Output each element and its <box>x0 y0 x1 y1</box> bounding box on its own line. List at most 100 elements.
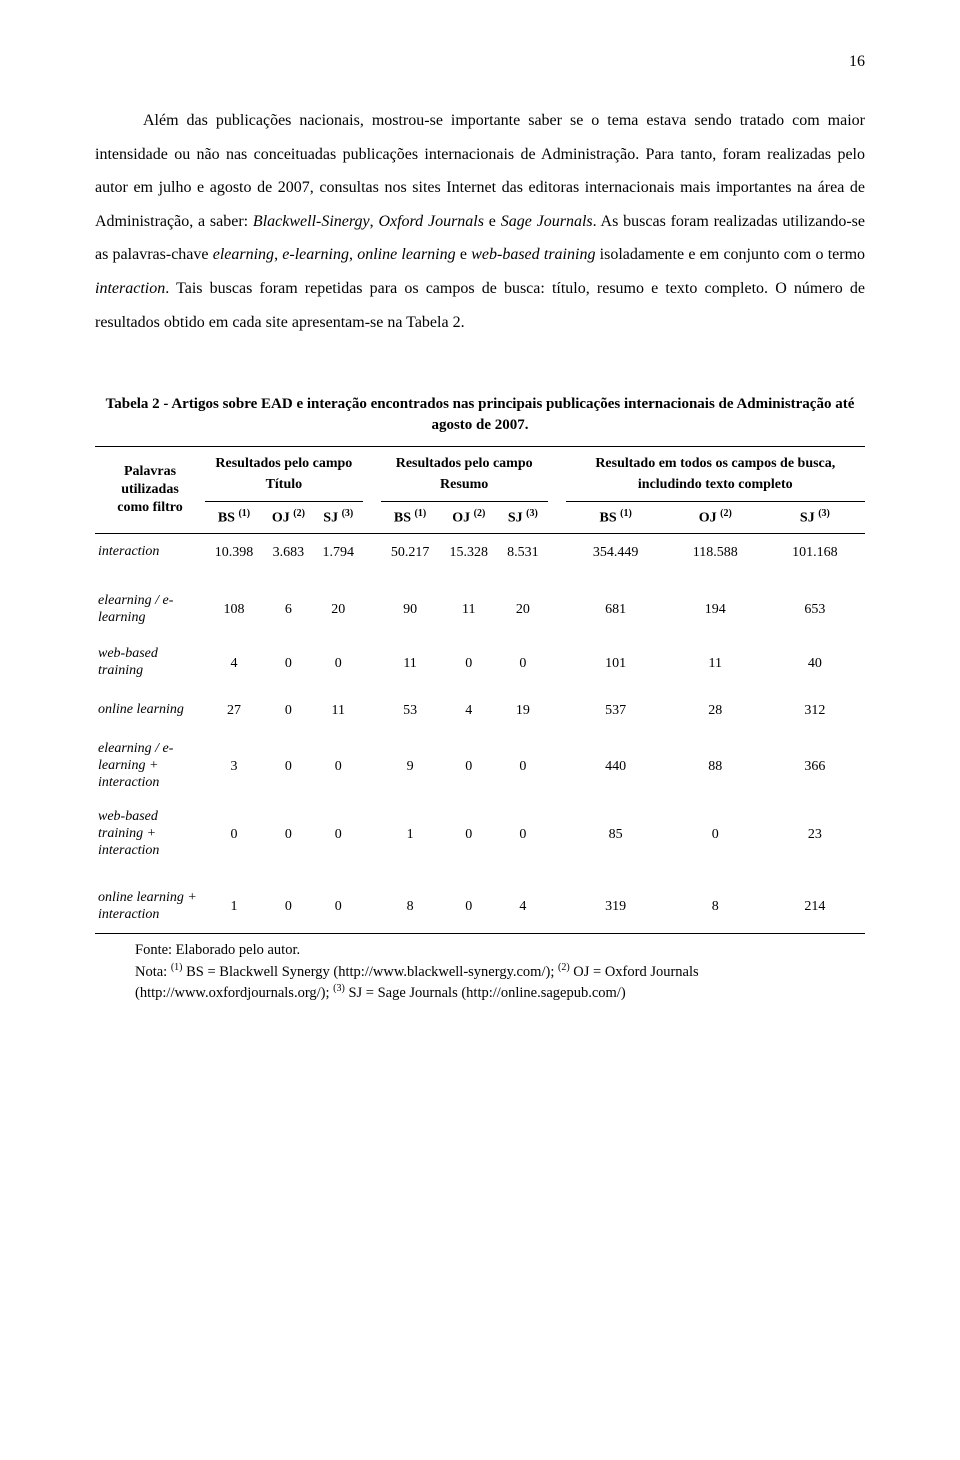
data-cell: 108 <box>205 583 263 637</box>
notes-source: Fonte: Elaborado pelo autor. <box>135 940 865 960</box>
table-caption: Tabela 2 - Artigos sobre EAD e interação… <box>95 394 865 436</box>
data-cell: 0 <box>439 801 498 867</box>
data-cell: 0 <box>666 801 765 867</box>
data-cell: 319 <box>566 880 666 934</box>
column-gap <box>548 731 566 801</box>
data-cell: 0 <box>314 731 363 801</box>
results-table: Palavras utilizadas como filtro Resultad… <box>95 446 865 934</box>
data-cell: 3.683 <box>263 533 314 571</box>
data-cell: 8 <box>381 880 440 934</box>
data-cell: 653 <box>765 583 865 637</box>
notes-legend: Nota: (1) BS = Blackwell Synergy (http:/… <box>135 961 865 1003</box>
data-cell: 11 <box>666 636 765 690</box>
page-number: 16 <box>95 50 865 74</box>
data-cell: 53 <box>381 690 440 731</box>
data-cell: 0 <box>263 690 314 731</box>
data-cell: 681 <box>566 583 666 637</box>
data-cell: 312 <box>765 690 865 731</box>
column-gap <box>363 801 381 867</box>
data-cell: 20 <box>498 583 547 637</box>
data-cell: 0 <box>439 731 498 801</box>
data-cell: 1.794 <box>314 533 363 571</box>
row-label: online learning + interaction <box>95 880 205 934</box>
col-sj: SJ (3) <box>314 502 363 534</box>
row-label: interaction <box>95 533 205 571</box>
table-body: interaction10.3983.6831.79450.21715.3288… <box>95 533 865 934</box>
column-gap <box>548 583 566 637</box>
column-gap <box>548 636 566 690</box>
data-cell: 366 <box>765 731 865 801</box>
data-cell: 11 <box>381 636 440 690</box>
data-cell: 6 <box>263 583 314 637</box>
data-cell: 27 <box>205 690 263 731</box>
data-cell: 3 <box>205 731 263 801</box>
col-bs: BS (1) <box>381 502 440 534</box>
data-cell: 8 <box>666 880 765 934</box>
column-gap <box>363 880 381 934</box>
col-bs: BS (1) <box>566 502 666 534</box>
column-gap <box>363 690 381 731</box>
row-label: web-based training + interaction <box>95 801 205 867</box>
data-cell: 118.588 <box>666 533 765 571</box>
data-cell: 85 <box>566 801 666 867</box>
data-cell: 0 <box>263 731 314 801</box>
column-gap <box>363 447 381 534</box>
data-cell: 0 <box>263 801 314 867</box>
data-cell: 0 <box>314 801 363 867</box>
data-cell: 0 <box>498 731 547 801</box>
data-cell: 0 <box>263 880 314 934</box>
body-paragraph-1: Além das publicações nacionais, mostrou-… <box>95 104 865 339</box>
column-gap <box>363 583 381 637</box>
column-gap <box>363 731 381 801</box>
data-cell: 20 <box>314 583 363 637</box>
table-row: elearning / e-learning108620901120681194… <box>95 583 865 637</box>
col-sj: SJ (3) <box>498 502 547 534</box>
column-gap <box>363 533 381 571</box>
data-cell: 440 <box>566 731 666 801</box>
col-oj: OJ (2) <box>666 502 765 534</box>
table-row: elearning / e-learning + interaction3009… <box>95 731 865 801</box>
column-gap <box>548 447 566 534</box>
table-row: online learning270115341953728312 <box>95 690 865 731</box>
column-gap <box>548 533 566 571</box>
data-cell: 9 <box>381 731 440 801</box>
col-bs: BS (1) <box>205 502 263 534</box>
row-label: web-based training <box>95 636 205 690</box>
col-group-abstract: Resultados pelo campo Resumo <box>381 447 548 502</box>
data-cell: 4 <box>439 690 498 731</box>
data-cell: 88 <box>666 731 765 801</box>
data-cell: 537 <box>566 690 666 731</box>
data-cell: 4 <box>498 880 547 934</box>
data-cell: 101 <box>566 636 666 690</box>
data-cell: 8.531 <box>498 533 547 571</box>
table-row-gap <box>95 868 865 880</box>
data-cell: 1 <box>205 880 263 934</box>
data-cell: 0 <box>439 636 498 690</box>
table-row: web-based training40011001011140 <box>95 636 865 690</box>
row-label: elearning / e-learning <box>95 583 205 637</box>
row-label: elearning / e-learning + interaction <box>95 731 205 801</box>
column-gap <box>548 690 566 731</box>
data-cell: 354.449 <box>566 533 666 571</box>
table-row-gap <box>95 571 865 583</box>
col-oj: OJ (2) <box>263 502 314 534</box>
data-cell: 0 <box>205 801 263 867</box>
data-cell: 4 <box>205 636 263 690</box>
row-label: online learning <box>95 690 205 731</box>
column-gap <box>548 801 566 867</box>
data-cell: 1 <box>381 801 440 867</box>
data-cell: 0 <box>498 636 547 690</box>
data-cell: 214 <box>765 880 865 934</box>
data-cell: 0 <box>314 636 363 690</box>
data-cell: 10.398 <box>205 533 263 571</box>
table-row: online learning + interaction10080431982… <box>95 880 865 934</box>
data-cell: 11 <box>439 583 498 637</box>
data-cell: 194 <box>666 583 765 637</box>
table-notes: Fonte: Elaborado pelo autor. Nota: (1) B… <box>95 940 865 1003</box>
data-cell: 0 <box>263 636 314 690</box>
col-group-fulltext: Resultado em todos os campos de busca, i… <box>566 447 865 502</box>
table-row: interaction10.3983.6831.79450.21715.3288… <box>95 533 865 571</box>
data-cell: 90 <box>381 583 440 637</box>
data-cell: 11 <box>314 690 363 731</box>
column-gap <box>548 880 566 934</box>
